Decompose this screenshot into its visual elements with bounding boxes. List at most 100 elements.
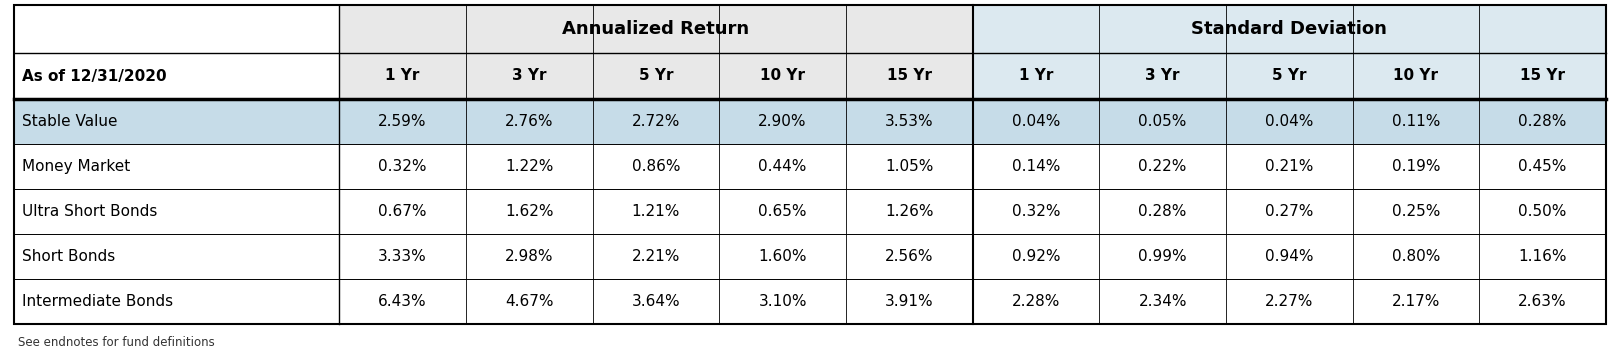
Text: 1.62%: 1.62%	[505, 204, 554, 219]
Text: 0.28%: 0.28%	[1518, 114, 1567, 129]
Bar	[719, 99, 846, 144]
Text: 0.25%: 0.25%	[1392, 204, 1440, 219]
Bar	[15, 5, 1605, 324]
Text: 6.43%: 6.43%	[379, 294, 428, 309]
Bar	[1479, 279, 1605, 324]
Bar	[1479, 144, 1605, 189]
Bar	[339, 99, 467, 144]
Bar	[1100, 53, 1226, 99]
Text: 1.05%: 1.05%	[885, 159, 933, 174]
Text: 2.98%: 2.98%	[505, 249, 554, 264]
Text: 0.04%: 0.04%	[1012, 114, 1059, 129]
Bar	[972, 279, 1100, 324]
Text: 0.11%: 0.11%	[1392, 114, 1440, 129]
Bar	[719, 234, 846, 279]
Bar	[1353, 189, 1479, 234]
Bar	[15, 5, 339, 53]
Bar	[593, 53, 719, 99]
Bar	[1479, 53, 1605, 99]
Bar	[972, 53, 1100, 99]
Bar	[1353, 144, 1479, 189]
Bar	[467, 189, 593, 234]
Text: Intermediate Bonds: Intermediate Bonds	[23, 294, 173, 309]
Text: 0.92%: 0.92%	[1012, 249, 1059, 264]
Text: 2.63%: 2.63%	[1518, 294, 1567, 309]
Bar	[15, 99, 339, 144]
Text: 2.76%: 2.76%	[505, 114, 554, 129]
Text: Short Bonds: Short Bonds	[23, 249, 115, 264]
Bar	[1226, 99, 1353, 144]
Bar	[1226, 144, 1353, 189]
Text: Standard Deviation: Standard Deviation	[1191, 20, 1387, 38]
Bar	[972, 234, 1100, 279]
Bar	[1226, 189, 1353, 234]
Text: 3.53%: 3.53%	[885, 114, 933, 129]
Text: 2.72%: 2.72%	[632, 114, 680, 129]
Bar	[339, 53, 467, 99]
Text: 2.34%: 2.34%	[1139, 294, 1187, 309]
Bar	[467, 234, 593, 279]
Bar	[1100, 189, 1226, 234]
Text: 0.94%: 0.94%	[1265, 249, 1314, 264]
Bar	[593, 234, 719, 279]
Text: 5 Yr: 5 Yr	[638, 69, 674, 84]
Text: 0.04%: 0.04%	[1265, 114, 1314, 129]
Text: 0.05%: 0.05%	[1139, 114, 1187, 129]
Text: 3.91%: 3.91%	[885, 294, 933, 309]
Text: 1 Yr: 1 Yr	[386, 69, 420, 84]
Text: 0.19%: 0.19%	[1392, 159, 1440, 174]
Bar	[467, 144, 593, 189]
Text: 3 Yr: 3 Yr	[1145, 69, 1179, 84]
Text: 0.45%: 0.45%	[1518, 159, 1567, 174]
Bar	[972, 189, 1100, 234]
Text: 0.32%: 0.32%	[1012, 204, 1059, 219]
Bar	[339, 189, 467, 234]
Bar	[846, 144, 972, 189]
Bar	[593, 99, 719, 144]
Text: 10 Yr: 10 Yr	[1393, 69, 1439, 84]
Bar	[15, 53, 339, 99]
Text: 1.16%: 1.16%	[1518, 249, 1567, 264]
Text: 0.86%: 0.86%	[632, 159, 680, 174]
Text: Annualized Return: Annualized Return	[562, 20, 750, 38]
Bar	[1479, 234, 1605, 279]
Text: 10 Yr: 10 Yr	[760, 69, 805, 84]
Bar	[15, 144, 339, 189]
Text: 5 Yr: 5 Yr	[1272, 69, 1307, 84]
Bar	[972, 99, 1100, 144]
Bar	[467, 99, 593, 144]
Bar	[1100, 99, 1226, 144]
Bar	[719, 53, 846, 99]
Bar	[1100, 234, 1226, 279]
Bar	[1100, 279, 1226, 324]
Bar	[846, 99, 972, 144]
Bar	[846, 234, 972, 279]
Bar	[15, 279, 339, 324]
Bar	[339, 279, 467, 324]
Text: 0.22%: 0.22%	[1139, 159, 1187, 174]
Text: Money Market: Money Market	[23, 159, 130, 174]
Text: 0.80%: 0.80%	[1392, 249, 1440, 264]
Text: 2.27%: 2.27%	[1265, 294, 1314, 309]
Bar	[846, 279, 972, 324]
Bar	[719, 144, 846, 189]
Bar	[1479, 189, 1605, 234]
Text: 0.32%: 0.32%	[379, 159, 426, 174]
Bar	[846, 189, 972, 234]
Bar	[1353, 53, 1479, 99]
Text: 2.59%: 2.59%	[379, 114, 426, 129]
Bar	[1226, 279, 1353, 324]
Text: 0.21%: 0.21%	[1265, 159, 1314, 174]
Bar	[1226, 53, 1353, 99]
Bar	[719, 279, 846, 324]
Text: 0.65%: 0.65%	[758, 204, 807, 219]
Text: As of 12/31/2020: As of 12/31/2020	[23, 69, 167, 84]
Text: 2.28%: 2.28%	[1012, 294, 1059, 309]
Text: 0.67%: 0.67%	[379, 204, 426, 219]
Bar	[1100, 144, 1226, 189]
Bar	[972, 5, 1605, 53]
Text: 3 Yr: 3 Yr	[512, 69, 546, 84]
Text: 4.67%: 4.67%	[505, 294, 554, 309]
Text: 1.26%: 1.26%	[885, 204, 933, 219]
Text: 15 Yr: 15 Yr	[1520, 69, 1565, 84]
